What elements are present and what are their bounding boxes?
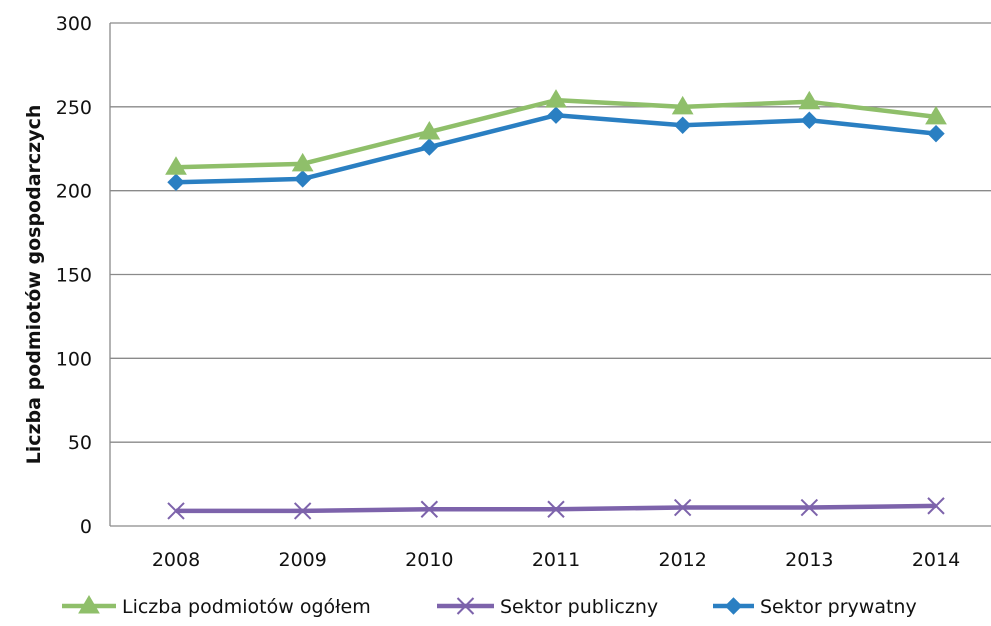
data-point-total <box>925 105 947 125</box>
data-point-public <box>420 500 439 518</box>
y-tick-label: 100 <box>56 348 92 370</box>
x-marker-stroke <box>673 498 692 517</box>
data-point-public <box>927 497 945 515</box>
legend-item-private: Sektor prywatny <box>713 596 917 618</box>
y-tick-label: 250 <box>56 97 92 119</box>
data-point-total <box>798 90 821 110</box>
data-point-total <box>291 152 314 172</box>
data-point-private <box>293 170 312 188</box>
x-tick-label: 2011 <box>532 549 580 571</box>
series-layer <box>165 89 947 520</box>
data-point-private <box>420 138 439 156</box>
x-marker-stroke <box>927 497 945 515</box>
series-total <box>165 89 947 175</box>
series-public <box>167 497 945 520</box>
x-marker-stroke <box>800 498 819 517</box>
legend-item-total: Liczba podmiotów ogółem <box>62 595 371 618</box>
y-tick-label: 0 <box>80 516 92 538</box>
data-point-public <box>547 500 565 518</box>
legend-marker-private <box>724 597 743 615</box>
data-point-private <box>547 106 565 124</box>
x-tick-label: 2009 <box>278 549 326 571</box>
legend-item-public: Sektor publiczny <box>437 596 658 618</box>
legend-label: Liczba podmiotów ogółem <box>122 596 371 618</box>
x-tick-label: 2014 <box>912 549 960 571</box>
x-marker-stroke <box>547 500 565 518</box>
data-point-total <box>418 120 441 140</box>
legend-label: Sektor prywatny <box>760 596 917 618</box>
x-tick-label: 2010 <box>405 549 453 571</box>
data-point-public <box>167 502 185 520</box>
data-point-private <box>800 111 819 129</box>
data-point-private <box>927 124 945 143</box>
legend-label: Sektor publiczny <box>500 596 658 618</box>
x-marker-stroke <box>167 502 185 520</box>
y-tick-label: 50 <box>68 432 92 454</box>
x-tick-label: 2013 <box>785 549 833 571</box>
y-tick-label: 200 <box>56 181 92 203</box>
legend-marker-public <box>456 597 475 615</box>
series-line-private <box>175 112 937 185</box>
data-point-total <box>671 95 694 115</box>
legend: Liczba podmiotów ogółem Sektor publiczny S… <box>62 595 917 618</box>
x-tick-label: 2008 <box>152 549 200 571</box>
x-marker-stroke <box>420 500 439 518</box>
axes: 0 50 100 150 200 250 300 2008 2009 2010 2011 2012 20… <box>23 13 991 571</box>
y-axis-title: Liczba podmiotów gospodarczych <box>23 105 45 465</box>
gridlines <box>110 22 991 443</box>
x-marker-stroke <box>293 502 312 520</box>
data-point-public <box>673 498 692 517</box>
data-point-total <box>545 89 567 108</box>
data-point-total <box>165 156 187 175</box>
y-tick-label: 150 <box>56 265 92 287</box>
x-marker-stroke <box>456 597 475 615</box>
x-tick-label: 2012 <box>658 549 706 571</box>
data-point-private <box>167 173 185 191</box>
data-point-public <box>293 502 312 520</box>
data-point-public <box>800 498 819 517</box>
y-tick-label: 300 <box>56 13 92 35</box>
legend-marker-total <box>78 595 100 614</box>
series-private <box>167 106 945 191</box>
data-point-private <box>673 116 692 134</box>
